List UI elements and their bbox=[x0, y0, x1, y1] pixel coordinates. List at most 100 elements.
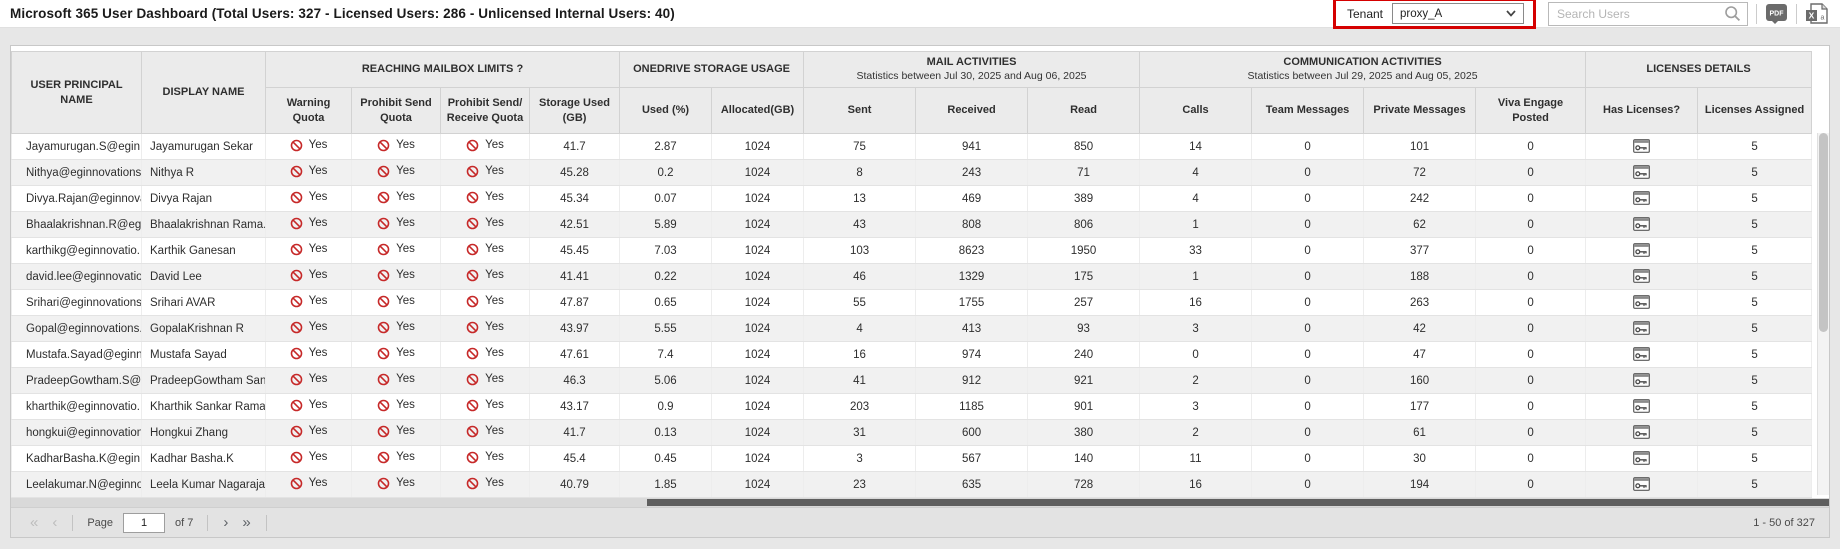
horizontal-scrollbar-thumb[interactable] bbox=[647, 499, 1829, 506]
table-row[interactable]: PradeepGowtham.S@...PradeepGowtham Sanj.… bbox=[11, 367, 1813, 394]
license-icon bbox=[1633, 243, 1650, 257]
cell-read: 921 bbox=[1027, 367, 1141, 394]
cell-licenses-assigned: 5 bbox=[1697, 315, 1813, 342]
cell-has-licenses[interactable] bbox=[1585, 471, 1699, 498]
col-header-allocated-gb[interactable]: Allocated(GB) bbox=[711, 87, 805, 134]
col-header-viva-engage-posted[interactable]: Viva Engage Posted bbox=[1475, 87, 1587, 134]
svg-text:X: X bbox=[1809, 11, 1815, 21]
cell-has-licenses[interactable] bbox=[1585, 315, 1699, 342]
col-header-storage-used[interactable]: Storage Used (GB) bbox=[528, 87, 621, 134]
cell-has-licenses[interactable] bbox=[1585, 263, 1699, 290]
cell-viva-engage-posted: 0 bbox=[1475, 393, 1587, 420]
table-row[interactable]: kharthik@eginnovatio... Kharthik Sankar R… bbox=[11, 393, 1813, 420]
col-header-received[interactable]: Received bbox=[915, 87, 1029, 134]
cell-private-messages: 101 bbox=[1363, 133, 1477, 160]
cell-private-messages: 42 bbox=[1363, 315, 1477, 342]
col-header-prohibit-send-receive-quota[interactable]: Prohibit Send/ Receive Quota bbox=[440, 87, 530, 134]
search-icon[interactable] bbox=[1724, 5, 1741, 22]
table-row[interactable]: KadharBasha.K@egin... Kadhar Basha.K Yes Ye… bbox=[11, 445, 1813, 472]
cell-has-licenses[interactable] bbox=[1585, 289, 1699, 316]
table-row[interactable]: karthikg@eginnovatio... Karthik Ganesan Ye… bbox=[11, 237, 1813, 264]
vertical-scrollbar[interactable] bbox=[1817, 133, 1829, 495]
col-header-user-principal-name[interactable]: USER PRINCIPAL NAME bbox=[11, 51, 142, 134]
table-body: Jayamurugan.S@egin... Jayamurugan Sekar Ye… bbox=[11, 133, 1813, 498]
col-header-private-messages[interactable]: Private Messages bbox=[1363, 87, 1477, 134]
col-header-warning-quota[interactable]: Warning Quota bbox=[265, 87, 352, 134]
cell-has-licenses[interactable] bbox=[1585, 393, 1699, 420]
export-pdf-button[interactable]: PDF bbox=[1765, 3, 1788, 24]
quota-value: Yes bbox=[396, 425, 415, 437]
cell-has-licenses[interactable] bbox=[1585, 445, 1699, 472]
table-header: USER PRINCIPAL NAME DISPLAY NAME REACHIN… bbox=[11, 51, 1813, 134]
table-row[interactable]: hongkui@eginnovation... Hongkui Zhang Yes Y… bbox=[11, 419, 1813, 446]
col-header-licenses-assigned[interactable]: Licenses Assigned bbox=[1697, 87, 1813, 134]
quota-value: Yes bbox=[485, 373, 504, 385]
horizontal-scrollbar[interactable] bbox=[11, 498, 1829, 507]
cell-received: 974 bbox=[915, 341, 1029, 368]
table-row[interactable]: Bhaalakrishnan.R@egi... Bhaalakrishnan Ra… bbox=[11, 211, 1813, 238]
group-label: ONEDRIVE STORAGE USAGE bbox=[633, 63, 790, 76]
quota-value: Yes bbox=[485, 295, 504, 307]
col-header-prohibit-send-quota[interactable]: Prohibit Send Quota bbox=[351, 87, 441, 134]
vertical-scrollbar-thumb[interactable] bbox=[1819, 133, 1828, 333]
cell-has-licenses[interactable] bbox=[1585, 185, 1699, 212]
quota-value: Yes bbox=[308, 321, 328, 333]
cell-received: 413 bbox=[915, 315, 1029, 342]
cell-has-licenses[interactable] bbox=[1585, 367, 1699, 394]
cell-allocated-gb: 1024 bbox=[711, 133, 805, 160]
page-number-input[interactable] bbox=[123, 512, 166, 533]
table-row[interactable]: Srihari@eginnovations... Srihari AVAR Yes Y… bbox=[11, 289, 1813, 316]
tenant-dropdown[interactable]: proxy_A bbox=[1392, 3, 1524, 24]
cell-read: 257 bbox=[1027, 289, 1141, 316]
table-row[interactable]: david.lee@eginnovatio... David Lee Yes Yes Y… bbox=[11, 263, 1813, 290]
cell-team-messages: 0 bbox=[1251, 133, 1365, 160]
col-header-has-licenses[interactable]: Has Licenses? bbox=[1585, 87, 1699, 134]
cell-has-licenses[interactable] bbox=[1585, 133, 1699, 160]
cell-received: 567 bbox=[915, 445, 1029, 472]
cell-has-licenses[interactable] bbox=[1585, 419, 1699, 446]
cell-viva-engage-posted: 0 bbox=[1475, 159, 1587, 186]
cell-warning-quota: Yes bbox=[265, 367, 352, 394]
col-header-team-messages[interactable]: Team Messages bbox=[1251, 87, 1365, 134]
table-row[interactable]: Divya.Rajan@eginnova...Divya Rajan Yes Yes… bbox=[11, 185, 1813, 212]
group-label: LICENSES DETAILS bbox=[1646, 63, 1751, 76]
cell-used-pct: 0.22 bbox=[619, 263, 713, 290]
prohibit-icon bbox=[290, 191, 302, 203]
cell-used-pct: 5.55 bbox=[619, 315, 713, 342]
cell-has-licenses[interactable] bbox=[1585, 211, 1699, 238]
table-row[interactable]: Leelakumar.N@eginno... Leela Kumar Nagara… bbox=[11, 471, 1813, 498]
cell-used-pct: 0.2 bbox=[619, 159, 713, 186]
next-page-button[interactable]: › bbox=[223, 514, 229, 531]
cell-read: 806 bbox=[1027, 211, 1141, 238]
cell-has-licenses[interactable] bbox=[1585, 159, 1699, 186]
cell-user-principal-name: KadharBasha.K@egin... bbox=[11, 445, 142, 472]
col-header-calls[interactable]: Calls bbox=[1139, 87, 1253, 134]
cell-has-licenses[interactable] bbox=[1585, 341, 1699, 368]
table-row[interactable]: Gopal@eginnovations.... GopalaKrishnan R Y… bbox=[11, 315, 1813, 342]
table-row[interactable]: Mustafa.Sayad@eginn... Mustafa Sayad Yes Ye… bbox=[11, 341, 1813, 368]
quota-value: Yes bbox=[396, 165, 415, 177]
cell-warning-quota: Yes bbox=[265, 393, 352, 420]
search-input[interactable] bbox=[1557, 6, 1724, 21]
col-header-display-name[interactable]: DISPLAY NAME bbox=[141, 51, 266, 134]
first-page-button[interactable]: « bbox=[30, 514, 39, 531]
table-row[interactable]: Jayamurugan.S@egin... Jayamurugan Sekar Ye… bbox=[11, 133, 1813, 160]
cell-has-licenses[interactable] bbox=[1585, 237, 1699, 264]
prev-page-button[interactable]: ‹ bbox=[52, 514, 58, 531]
cell-team-messages: 0 bbox=[1251, 315, 1365, 342]
last-page-button[interactable]: » bbox=[242, 514, 251, 531]
cell-prohibit-send-quota: Yes bbox=[351, 211, 441, 238]
cell-sent: 43 bbox=[803, 211, 917, 238]
cell-user-principal-name: Jayamurugan.S@egin... bbox=[11, 133, 142, 160]
quota-value: Yes bbox=[485, 243, 504, 255]
table-row[interactable]: Nithya@eginnovations... Nithya R Yes Yes Yes… bbox=[11, 159, 1813, 186]
cell-prohibit-send-quota: Yes bbox=[351, 237, 441, 264]
col-header-used-pct[interactable]: Used (%) bbox=[619, 87, 713, 134]
quota-value: Yes bbox=[308, 139, 328, 151]
cell-warning-quota: Yes bbox=[265, 263, 352, 290]
cell-used-pct: 7.03 bbox=[619, 237, 713, 264]
group-header-communication-activities: COMMUNICATION ACTIVITIES Statistics betw… bbox=[1139, 51, 1587, 88]
col-header-sent[interactable]: Sent bbox=[803, 87, 917, 134]
export-excel-button[interactable]: X a bbox=[1805, 3, 1828, 24]
col-header-read[interactable]: Read bbox=[1027, 87, 1141, 134]
